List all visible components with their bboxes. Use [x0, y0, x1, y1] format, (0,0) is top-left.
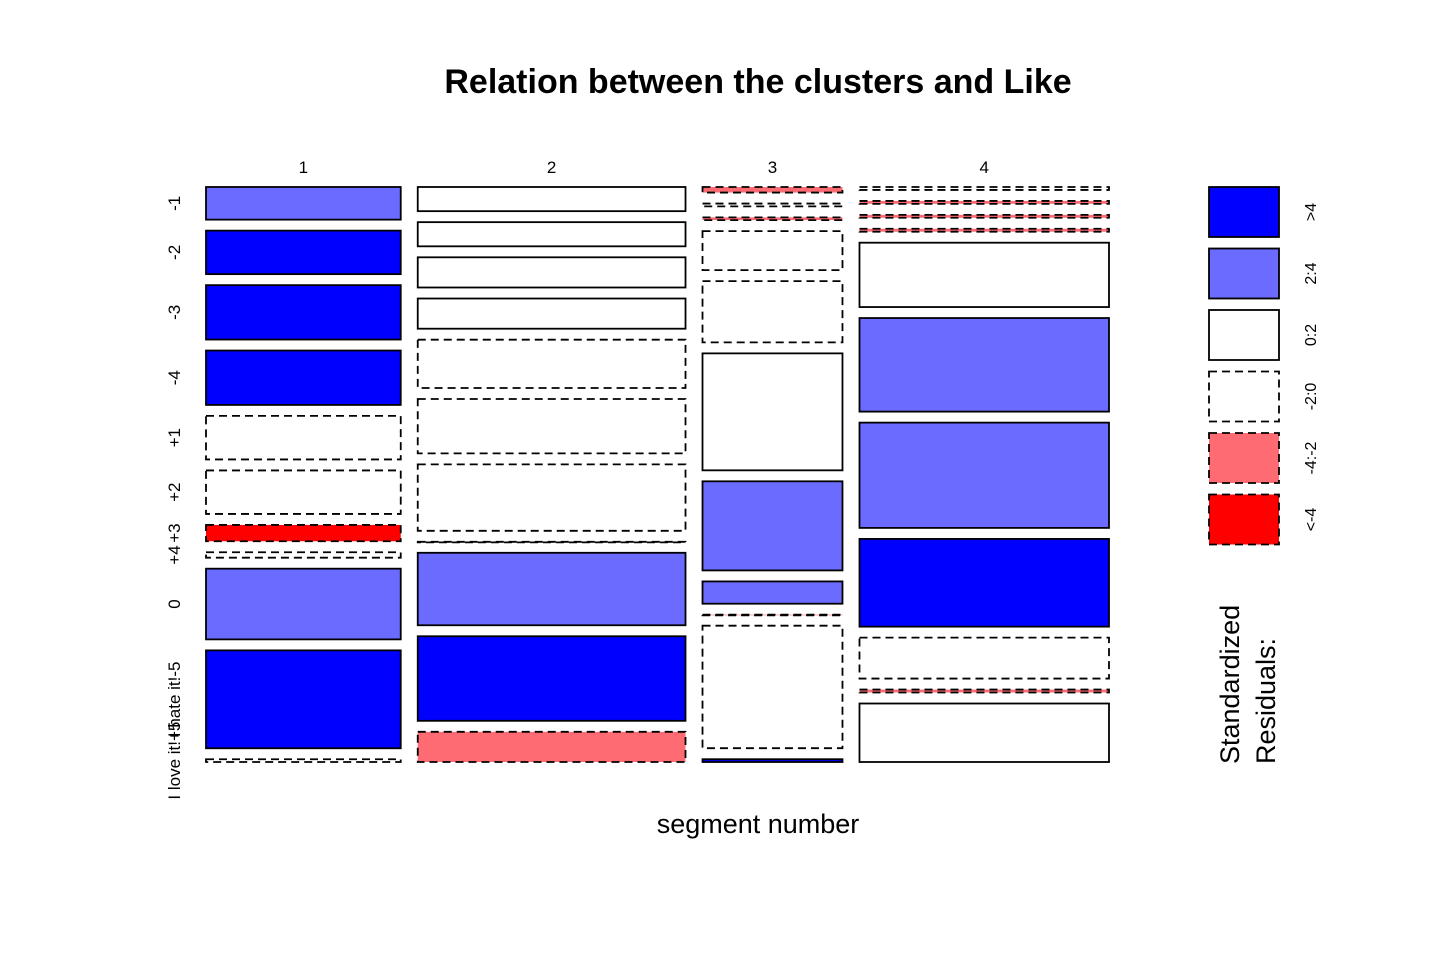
mosaic-cell-seg4-1: [858, 241, 1110, 308]
like-level-tick-4: +4: [165, 545, 184, 564]
segment-tick-1: 1: [299, 158, 308, 177]
legend-label-2-0: -2:0: [1303, 383, 1320, 411]
like-level-tick-1: -1: [165, 196, 184, 211]
like-level-tick-3: -3: [165, 305, 184, 320]
mosaic-cell-seg1-2: [205, 469, 402, 515]
mosaic-cell-seg3-i-hate-it-5: [701, 624, 844, 750]
legend-swatch-4: [1208, 186, 1280, 238]
legend-swatch-4: [1208, 493, 1280, 546]
mosaic-cell-seg2-4: [416, 540, 687, 544]
legend-swatch-2-4: [1208, 247, 1280, 300]
mosaic-cell-seg2-4: [416, 297, 687, 330]
legend: >4 2:4 0:2 -2:0 -4:-2 <-4 Standardized Residual…: [1208, 186, 1320, 764]
like-level-tick-0: 0: [165, 599, 184, 608]
mosaic-cell-seg2-3: [416, 256, 687, 289]
mosaic-cell-seg3-3: [701, 480, 844, 572]
mosaic-cell-seg1-3: [205, 284, 402, 341]
legend-label-2-4: 2:4: [1303, 262, 1320, 284]
x-axis-label: segment number: [657, 809, 860, 839]
mosaic-cell-seg1-i-love-it-5: [205, 758, 402, 763]
mosaic-cell-seg1-3: [205, 524, 402, 543]
legend-swatch-2-0: [1208, 370, 1280, 423]
mosaic-cell-seg2-1: [416, 338, 687, 389]
mosaic-cell-seg3-i-love-it-5: [701, 758, 844, 763]
mosaic-cell-seg4-3: [858, 421, 1110, 529]
mosaic-cells: [205, 186, 1110, 763]
mosaic-cell-seg4-2: [858, 200, 1110, 205]
mosaic-cell-seg3-4: [701, 580, 844, 605]
mosaic-cell-seg3-3: [701, 216, 844, 222]
mosaic-cell-seg2-2: [416, 221, 687, 248]
mosaic-cell-seg3-2: [701, 202, 844, 208]
mosaic-cell-seg4-0: [858, 636, 1110, 680]
legend-label-4-2: -4:-2: [1303, 441, 1320, 474]
mosaic-cell-seg2-2: [416, 398, 687, 455]
mosaic-cell-seg1-0: [205, 567, 402, 641]
legend-label-0-2: 0:2: [1303, 324, 1320, 346]
mosaic-cell-seg2-3: [416, 463, 687, 532]
mosaic-cell-seg2-0: [416, 551, 687, 627]
legend-title-line: Residuals:: [1251, 638, 1281, 764]
legend-swatch-4-2: [1208, 432, 1280, 484]
mosaic-cell-seg4-3: [858, 213, 1110, 219]
like-level-tick-2: -2: [165, 245, 184, 260]
segment-tick-4: 4: [979, 158, 988, 177]
mosaic-cell-seg1-1: [205, 415, 402, 461]
mosaic-cell-seg4-2: [858, 317, 1110, 413]
legend-swatch-0-2: [1208, 309, 1280, 361]
mosaic-cell-seg4-4: [858, 538, 1110, 628]
like-level-tick-4: -4: [165, 370, 184, 385]
mosaic-cell-seg2-1: [416, 186, 687, 213]
mosaic-cell-seg4-4: [858, 227, 1110, 233]
like-level-tick-3: +3: [165, 523, 184, 542]
mosaic-cell-seg4-i-love-it-5: [858, 702, 1110, 763]
mosaic-cell-seg3-2: [701, 352, 844, 472]
mosaic-cell-seg3-0: [701, 613, 844, 617]
mosaic-cell-seg2-i-love-it-5: [416, 730, 687, 763]
like-level-tick-i-love-it-5: I love it!+5: [165, 722, 184, 800]
like-level-tick-i-hate-it-5: I hate it!-5: [165, 661, 184, 737]
mosaic-cell-seg3-4: [701, 230, 844, 272]
legend-title-line: Standardized: [1215, 605, 1245, 764]
like-level-tick-1: +1: [165, 428, 184, 447]
legend-label-4: <-4: [1303, 508, 1320, 532]
mosaic-cell-seg1-2: [205, 229, 402, 276]
mosaic-cell-seg3-1: [701, 280, 844, 344]
mosaic-cell-seg2-i-hate-it-5: [416, 635, 687, 722]
mosaic-cell-seg4-1: [858, 186, 1110, 191]
mosaic-cell-seg1-4: [205, 551, 402, 559]
segment-tick-2: 2: [547, 158, 556, 177]
mosaic-cell-seg1-4: [205, 349, 402, 406]
mosaic-cell-seg1-i-hate-it-5: [205, 649, 402, 750]
mosaic-cell-seg4-i-hate-it-5: [858, 688, 1110, 694]
segment-tick-labels: 1 2 3 4: [299, 158, 989, 177]
mosaic-cell-seg1-1: [205, 186, 402, 221]
chart-title: Relation between the clusters and Like: [444, 63, 1071, 101]
legend-label-4: >4: [1303, 203, 1320, 221]
like-level-tick-2: +2: [165, 483, 184, 502]
mosaic-cell-seg3-1: [701, 186, 844, 194]
segment-tick-3: 3: [768, 158, 777, 177]
like-level-tick-labels: -1 -2 -3 -4 +1 +2 +3 +4 0 I hate it!-5I love it!+…: [165, 196, 184, 800]
